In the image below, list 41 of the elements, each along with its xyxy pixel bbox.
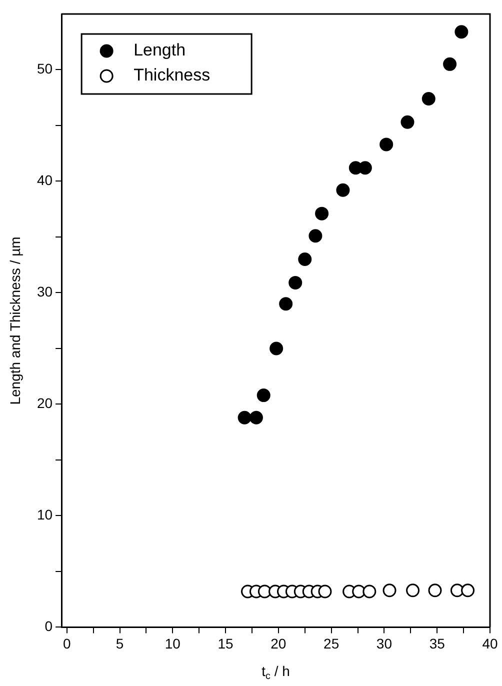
point bbox=[336, 183, 350, 197]
point bbox=[400, 115, 414, 129]
point bbox=[382, 584, 396, 598]
y-tick-label: 20 bbox=[36, 395, 53, 412]
point bbox=[318, 584, 332, 598]
point bbox=[406, 584, 420, 598]
point bbox=[270, 342, 284, 356]
point bbox=[308, 229, 322, 243]
point bbox=[428, 584, 442, 598]
point bbox=[298, 252, 312, 266]
point bbox=[358, 161, 372, 175]
point bbox=[443, 57, 457, 71]
point bbox=[450, 584, 464, 598]
legend-label: Thickness bbox=[134, 66, 210, 85]
x-tick-label: 35 bbox=[429, 635, 446, 652]
point bbox=[454, 25, 468, 39]
point bbox=[422, 92, 436, 106]
point bbox=[362, 584, 376, 598]
x-tick-label: 0 bbox=[62, 635, 71, 652]
x-tick-label: 30 bbox=[376, 635, 392, 652]
x-tick-label: 15 bbox=[218, 635, 234, 652]
x-tick-label: 20 bbox=[270, 635, 286, 652]
y-tick-label: 0 bbox=[44, 618, 53, 634]
point bbox=[461, 584, 475, 598]
y-tick-label: 30 bbox=[36, 284, 53, 300]
y-tick-label: 10 bbox=[36, 506, 53, 523]
point bbox=[238, 410, 252, 424]
y-tick-label: 50 bbox=[36, 60, 53, 77]
y-axis-title: Length and Thickness / µm bbox=[6, 236, 23, 405]
point bbox=[256, 388, 270, 402]
point bbox=[249, 410, 263, 424]
point bbox=[288, 276, 302, 290]
point bbox=[380, 138, 394, 152]
legend-label: Length bbox=[134, 40, 186, 60]
x-tick-label: 5 bbox=[116, 635, 124, 652]
point bbox=[279, 297, 293, 311]
x-tick-label: 10 bbox=[164, 635, 181, 652]
point bbox=[315, 206, 329, 220]
y-tick-label: 40 bbox=[36, 172, 53, 188]
x-tick-label: 25 bbox=[324, 635, 340, 652]
x-tick-label: 40 bbox=[482, 635, 498, 652]
